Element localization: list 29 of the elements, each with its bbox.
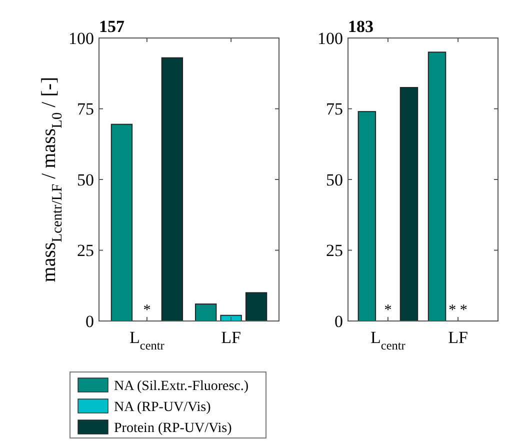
- y-tick-label: 25: [326, 241, 343, 260]
- legend-label: NA (RP-UV/Vis): [114, 400, 212, 415]
- x-tick-label: LF: [448, 328, 468, 347]
- y-tick-label: 100: [68, 28, 94, 48]
- y-tick-label: 50: [326, 170, 343, 190]
- y-tick-label: 75: [77, 100, 94, 119]
- bar: [161, 57, 184, 322]
- chart-title: 183: [348, 17, 374, 36]
- chart-title: 157: [99, 17, 125, 36]
- bar: [428, 52, 446, 322]
- y-tick-label: 0: [86, 312, 94, 331]
- annotation: *: [143, 302, 151, 318]
- bar: [358, 111, 376, 322]
- bar: [400, 87, 418, 322]
- bar: [194, 304, 217, 322]
- y-tick-label: 50: [77, 170, 94, 190]
- legend-label: Protein (RP-UV/Vis): [114, 420, 232, 436]
- x-tick-label: L$_{centr}$: [130, 328, 164, 353]
- legend-label: NA (Sil.Extr.-Fluoresc.): [114, 378, 249, 394]
- annotation: * *: [448, 302, 468, 318]
- x-tick-label: LF: [221, 328, 241, 347]
- y-tick-label: 25: [77, 241, 94, 260]
- bar: [110, 124, 133, 322]
- annotation: *: [384, 302, 392, 318]
- bar: [245, 292, 268, 322]
- x-tick-label: L$_{centr}$: [370, 328, 406, 353]
- y-tick-label: 75: [326, 100, 343, 119]
- y-tick-label: 0: [334, 312, 343, 331]
- y-tick-label: 100: [318, 28, 343, 48]
